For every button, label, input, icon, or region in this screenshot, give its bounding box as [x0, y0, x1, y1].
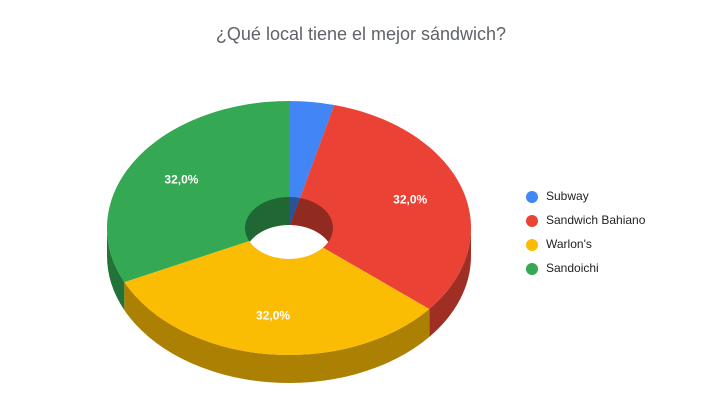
data-labels: 32,0% 32,0% 32,0%: [164, 173, 427, 323]
pie-slice: [124, 228, 430, 355]
legend-label: Sandoichi: [546, 261, 599, 275]
legend-swatch: [526, 263, 538, 275]
data-label: 32,0%: [164, 173, 198, 187]
pie-tops: [106, 100, 472, 355]
chart-title: ¿Qué local tiene el mejor sándwich?: [216, 24, 506, 44]
legend-label: Subway: [546, 189, 589, 203]
pie-side: [107, 228, 125, 311]
pie-slice: [289, 101, 335, 228]
pie-sides: [107, 228, 471, 383]
hole-opening: [245, 225, 333, 259]
pie-slice: [106, 100, 289, 283]
data-label: 32,0%: [393, 193, 427, 207]
pie-slice: [289, 104, 472, 309]
legend-swatch: [526, 191, 538, 203]
legend-label: Warlon's: [546, 237, 592, 251]
legend-swatch: [526, 239, 538, 251]
data-label: 32,0%: [256, 308, 290, 322]
pie-hole: [245, 197, 333, 259]
legend-swatch: [526, 215, 538, 227]
pie-side: [429, 228, 471, 337]
legend: Subway Sandwich Bahiano Warlon's Sandoichi: [526, 189, 646, 275]
pie-side: [124, 282, 430, 383]
legend-label: Sandwich Bahiano: [546, 213, 646, 227]
